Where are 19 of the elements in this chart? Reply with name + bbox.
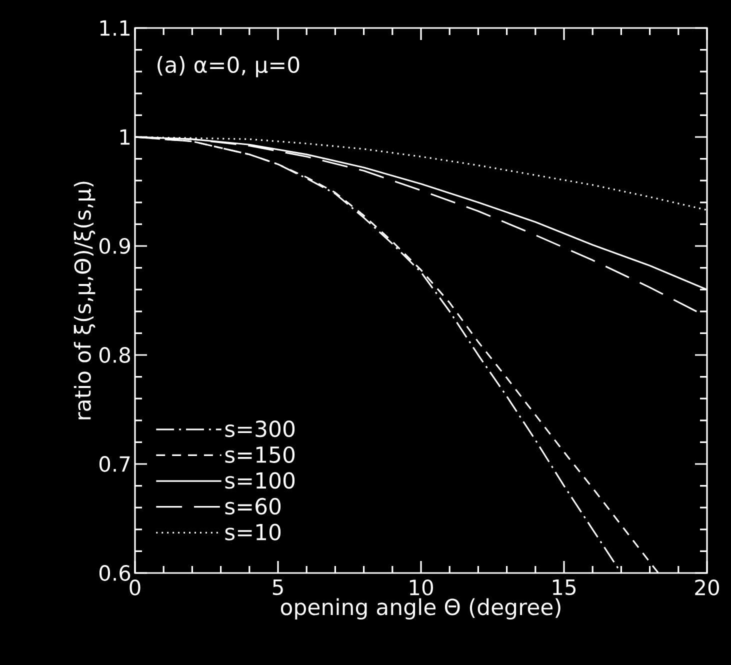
x-axis-title: opening angle Θ (degree) — [280, 598, 560, 620]
x-tick-label: 0 — [130, 580, 140, 596]
x-tick-label: 20 — [695, 580, 719, 596]
x-tick-label: 5 — [272, 580, 283, 596]
legend-label: s=300 — [225, 420, 295, 438]
legend-label: s=10 — [225, 524, 281, 540]
annotation: (a) α=0, μ=0 — [158, 56, 300, 78]
y-tick-label: 0.8 — [99, 347, 130, 363]
y-tick-label: 1 — [120, 129, 130, 145]
y-tick-label: 0.6 — [99, 565, 130, 581]
legend-label: s=100 — [225, 472, 295, 489]
x-tick-label: 10 — [410, 580, 433, 596]
y-tick-label: 0.7 — [99, 456, 130, 472]
y-axis-title: ratio of ξ(s,μ,Θ)/ξ(s,μ) — [74, 182, 96, 420]
x-tick-label: 15 — [552, 580, 576, 596]
legend-label: s=60 — [225, 498, 281, 515]
y-tick-label: 1.1 — [100, 20, 130, 36]
legend-label: s=150 — [225, 446, 295, 463]
y-tick-label: 0.9 — [99, 238, 130, 254]
